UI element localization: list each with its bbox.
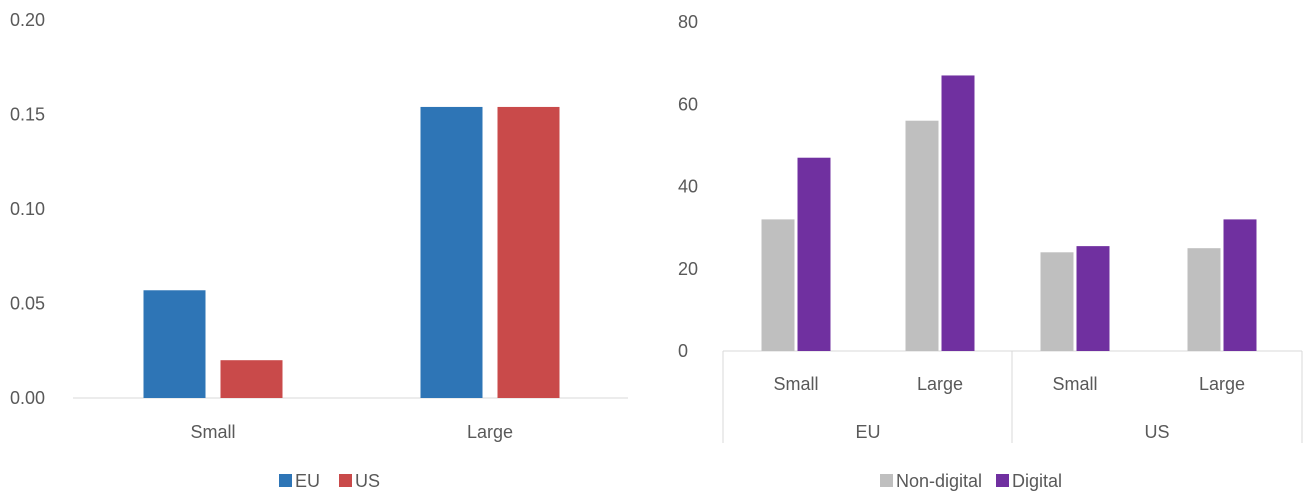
y-tick-label: 0.05 — [10, 294, 45, 314]
x-tick-label: Small — [1052, 374, 1097, 394]
legend-swatch-non-digital — [880, 474, 893, 487]
legend-label: EU — [295, 471, 320, 491]
x-tick-label: Large — [917, 374, 963, 394]
bar-non-digital-1 — [905, 120, 939, 351]
bar-non-digital-3 — [1187, 248, 1221, 351]
legend-swatch-us — [339, 474, 352, 487]
y-tick-label: 0.10 — [10, 199, 45, 219]
y-tick-label: 0.20 — [10, 10, 45, 30]
bar-eu-large — [420, 106, 483, 398]
chart-right: 0 20 40 60 80 Small Large Small Large EU US Non-dig… — [678, 12, 1303, 491]
y-tick-label: 0.00 — [10, 388, 45, 408]
bar-digital-1 — [941, 75, 975, 352]
y-tick-label: 40 — [678, 177, 698, 197]
bar-non-digital-2 — [1040, 252, 1074, 351]
y-tick-label: 80 — [678, 12, 698, 32]
bar-eu-small — [143, 290, 206, 398]
x-tick-label: Large — [1199, 374, 1245, 394]
y-tick-label: 0.15 — [10, 105, 45, 125]
bar-digital-3 — [1223, 219, 1257, 351]
y-tick-label: 60 — [678, 94, 698, 114]
legend-swatch-digital — [996, 474, 1009, 487]
bar-non-digital-0 — [761, 219, 795, 351]
legend-label: US — [355, 471, 380, 491]
bar-digital-2 — [1076, 246, 1110, 351]
x-tick-label: Small — [190, 422, 235, 442]
y-tick-label: 20 — [678, 259, 698, 279]
x-tick-label: Large — [467, 422, 513, 442]
bar-digital-0 — [797, 157, 831, 351]
bar-us-small — [220, 360, 283, 398]
legend-label: Non-digital — [896, 471, 982, 491]
x-tick-label: Small — [773, 374, 818, 394]
bar-us-large — [497, 106, 560, 398]
group-label: EU — [855, 422, 880, 442]
chart-left: 0.00 0.05 0.10 0.15 0.20 Small Large EU US — [10, 10, 628, 491]
y-tick-label: 0 — [678, 341, 688, 361]
legend-swatch-eu — [279, 474, 292, 487]
legend-label: Digital — [1012, 471, 1062, 491]
group-label: US — [1144, 422, 1169, 442]
